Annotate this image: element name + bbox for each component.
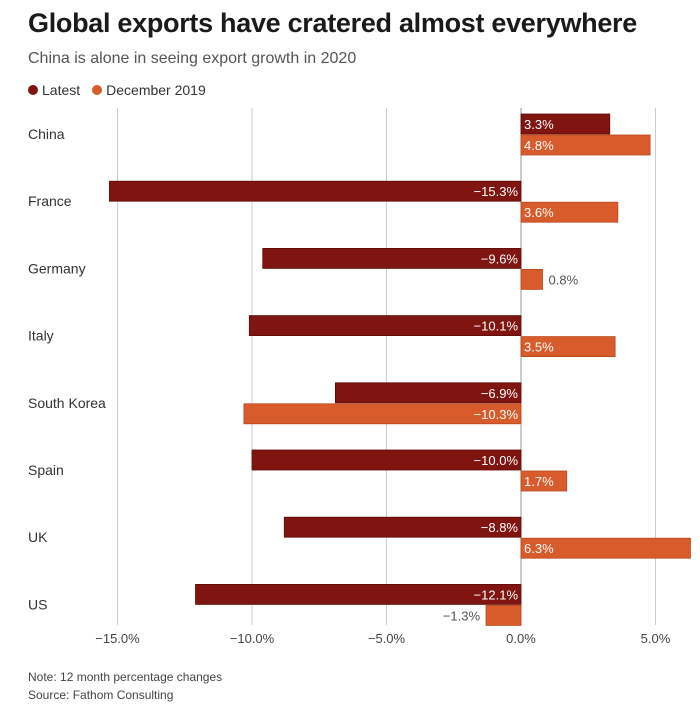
category-label: Germany bbox=[28, 260, 86, 276]
bar bbox=[334, 382, 522, 404]
bar bbox=[520, 470, 568, 492]
bar bbox=[520, 201, 619, 223]
x-tick-label: −10.0% bbox=[230, 631, 275, 646]
category-label: France bbox=[28, 193, 72, 209]
bar bbox=[109, 180, 522, 202]
data-label: −6.9% bbox=[481, 386, 519, 401]
data-label: 0.8% bbox=[549, 272, 579, 287]
legend-item-december-2019: December 2019 bbox=[92, 82, 206, 98]
bar bbox=[520, 134, 651, 156]
x-tick-label: −5.0% bbox=[368, 631, 406, 646]
chart-subtitle: China is alone in seeing export growth i… bbox=[28, 50, 357, 67]
data-label: 6.3% bbox=[524, 541, 554, 556]
bar bbox=[283, 516, 522, 538]
bar bbox=[243, 403, 522, 425]
footnotes: Note: 12 month percentage changes Source… bbox=[28, 668, 222, 704]
source-text: Source: Fathom Consulting bbox=[28, 688, 174, 702]
data-label: 3.3% bbox=[524, 117, 554, 132]
x-tick-label: 0.0% bbox=[506, 631, 536, 646]
data-label: −9.6% bbox=[481, 251, 519, 266]
legend-swatch-december-2019 bbox=[92, 85, 103, 95]
data-label: 3.6% bbox=[524, 205, 554, 220]
category-label: South Korea bbox=[28, 395, 106, 411]
bar-chart: −15.0% −10.0% −5.0% 0.0% 5.0% China 3.3% 4.8% Fr… bbox=[28, 108, 691, 646]
note-text: Note: 12 month percentage changes bbox=[28, 670, 223, 684]
data-label: −15.3% bbox=[474, 184, 519, 199]
category-label: Italy bbox=[28, 328, 54, 344]
data-label: 4.8% bbox=[524, 138, 554, 153]
category-label: China bbox=[28, 126, 65, 142]
data-label: −10.3% bbox=[474, 407, 519, 422]
x-tick-label: −15.0% bbox=[95, 631, 140, 646]
chart-title: Global exports have cratered almost ever… bbox=[28, 8, 637, 38]
legend-swatch-latest bbox=[28, 85, 38, 95]
bar bbox=[520, 268, 543, 290]
bar bbox=[485, 605, 522, 626]
bar bbox=[248, 315, 522, 337]
category-label: UK bbox=[28, 529, 48, 545]
bar bbox=[520, 537, 691, 559]
data-label: −10.1% bbox=[474, 319, 519, 334]
category-label: Spain bbox=[28, 462, 64, 478]
legend-label-december-2019: December 2019 bbox=[106, 82, 206, 98]
bar bbox=[195, 584, 522, 605]
data-label: −10.0% bbox=[474, 453, 519, 468]
legend: Latest December 2019 bbox=[28, 82, 218, 98]
legend-item-latest: Latest bbox=[28, 82, 80, 98]
bar bbox=[520, 336, 616, 358]
data-label: 3.5% bbox=[524, 340, 554, 355]
bar bbox=[262, 247, 522, 269]
data-label: −8.8% bbox=[481, 520, 519, 535]
legend-label-latest: Latest bbox=[42, 82, 81, 98]
x-tick-label: 5.0% bbox=[641, 631, 671, 646]
bar bbox=[251, 449, 522, 471]
bar bbox=[520, 113, 611, 135]
category-label: US bbox=[28, 596, 47, 612]
data-label: −12.1% bbox=[474, 587, 519, 602]
data-label: −1.3% bbox=[443, 608, 481, 623]
data-label: 1.7% bbox=[524, 474, 554, 489]
